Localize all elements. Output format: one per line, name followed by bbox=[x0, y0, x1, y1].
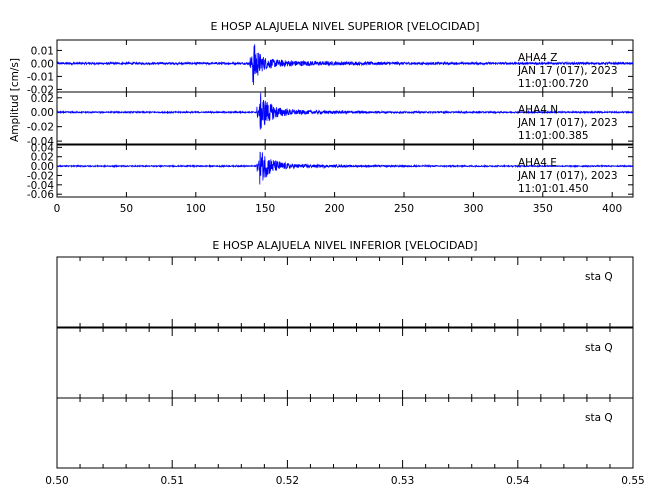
lower-chart-title: E HOSP ALAJUELA NIVEL INFERIOR [VELOCIDA… bbox=[212, 239, 477, 252]
trace-annotation: JAN 17 (017), 2023 bbox=[517, 65, 618, 77]
lower-panel-frame bbox=[57, 398, 633, 468]
x-tick-label: 300 bbox=[463, 203, 483, 215]
lower-panel-frame bbox=[57, 257, 633, 327]
x-tick-label: 0.53 bbox=[391, 475, 414, 487]
x-tick-label: 0.55 bbox=[621, 475, 644, 487]
trace-annotation: JAN 17 (017), 2023 bbox=[517, 117, 618, 129]
panel-annotation: sta Q bbox=[585, 412, 613, 424]
x-tick-label: 0.52 bbox=[276, 475, 299, 487]
trace-annotation: AHA4 E bbox=[518, 157, 557, 169]
trace-annotation: AHA4 Z bbox=[518, 52, 557, 64]
lower-panel-1: sta Q bbox=[57, 257, 633, 327]
lower-chart: sta Q sta Q sta Q 0.50 0.51 0.52 0.53 0.54 0.55 bbox=[45, 257, 644, 487]
x-tick-label: 0.51 bbox=[161, 475, 184, 487]
x-tick-label: 50 bbox=[120, 203, 133, 215]
upper-y-axis-label: Amplitud [cm/s] bbox=[9, 58, 21, 142]
y-tick-label: -0.02 bbox=[27, 122, 54, 134]
x-tick-label: 200 bbox=[325, 203, 345, 215]
trace-annotation: JAN 17 (017), 2023 bbox=[517, 170, 618, 182]
x-tick-label: 400 bbox=[602, 203, 622, 215]
y-tick-label: 0.01 bbox=[31, 45, 54, 57]
trace-annotation: 11:01:01.450 bbox=[518, 183, 589, 195]
trace-annotation: AHA4 N bbox=[518, 104, 558, 116]
y-tick-label: -0.06 bbox=[27, 189, 54, 201]
panel-annotation: sta Q bbox=[585, 342, 613, 354]
y-tick-label: 0.02 bbox=[31, 93, 54, 105]
y-tick-label: 0.00 bbox=[31, 58, 54, 70]
x-tick-label: 100 bbox=[186, 203, 206, 215]
trace-annotation: 11:01:00.720 bbox=[518, 78, 589, 90]
x-tick-label: 250 bbox=[394, 203, 414, 215]
x-tick-label: 0.54 bbox=[506, 475, 530, 487]
trace-annotation: 11:01:00.385 bbox=[518, 130, 589, 142]
x-tick-label: 0.50 bbox=[45, 475, 68, 487]
y-tick-label: 0.00 bbox=[31, 107, 54, 119]
upper-chart-title: E HOSP ALAJUELA NIVEL SUPERIOR [VELOCIDA… bbox=[210, 20, 479, 33]
x-tick-label: 0 bbox=[54, 203, 61, 215]
lower-panel-2: sta Q bbox=[57, 328, 633, 398]
panel-annotation: sta Q bbox=[585, 271, 613, 283]
x-tick-label: 150 bbox=[255, 203, 275, 215]
lower-panel-3: sta Q bbox=[57, 398, 633, 468]
lower-panel-frame bbox=[57, 328, 633, 398]
y-tick-label: -0.01 bbox=[27, 71, 54, 83]
x-tick-label: 350 bbox=[533, 203, 553, 215]
